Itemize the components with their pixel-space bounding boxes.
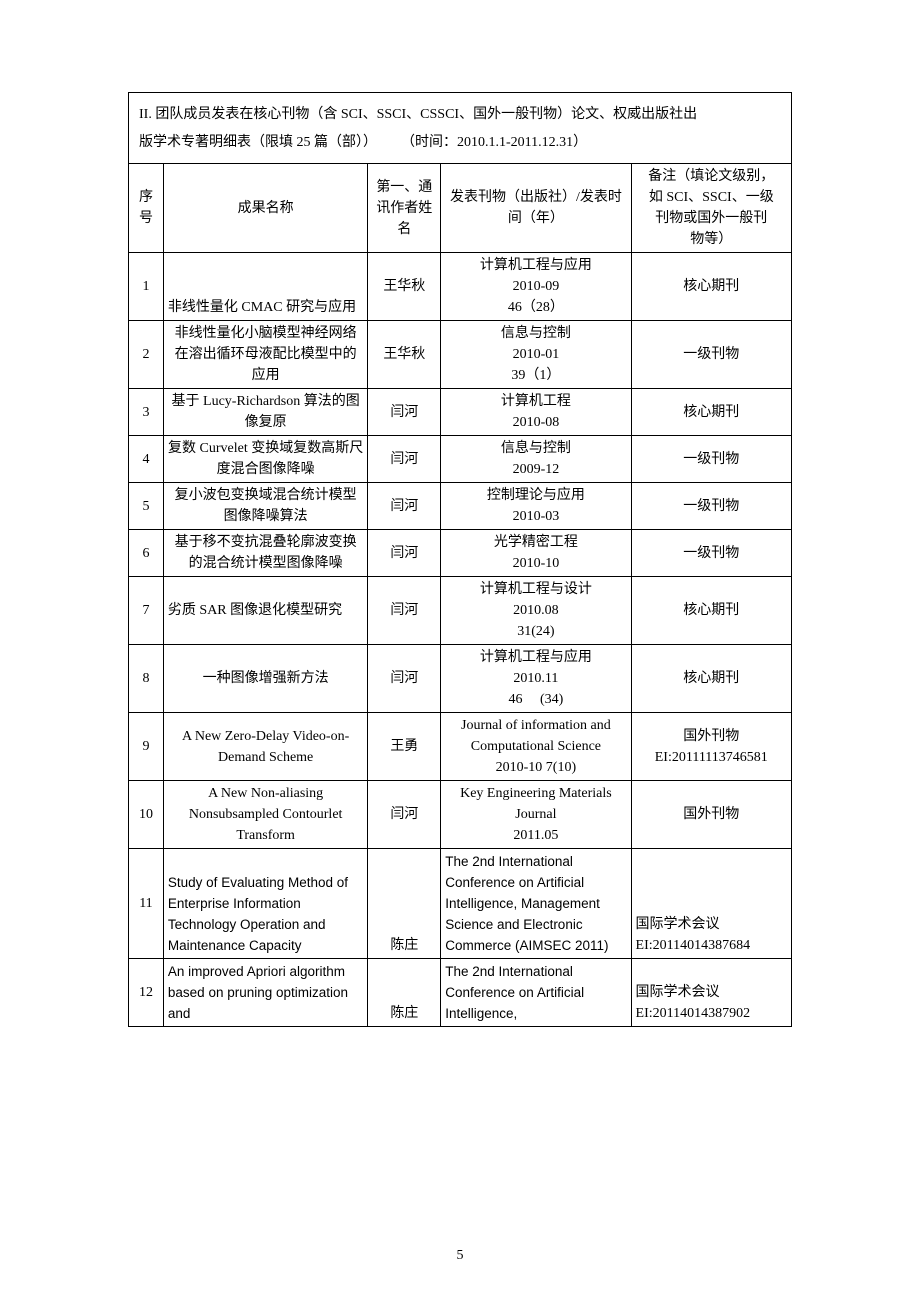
table-row: 9 A New Zero-Delay Video-on-Demand Schem… xyxy=(129,713,791,781)
table-row: 3 基于 Lucy-Richardson 算法的图像复原 闫河 计算机工程201… xyxy=(129,389,791,436)
table-row: 6 基于移不变抗混叠轮廓波变换的混合统计模型图像降噪 闫河 光学精密工程2010… xyxy=(129,530,791,577)
header-index: 序号 xyxy=(129,164,163,253)
table-row: 4 复数 Curvelet 变换域复数高斯尺度混合图像降噪 闫河 信息与控制20… xyxy=(129,436,791,483)
header-name: 成果名称 xyxy=(163,164,367,253)
document-table-container: II. 团队成员发表在核心刊物（含 SCI、SSCI、CSSCI、国外一般刊物）… xyxy=(128,92,792,1027)
header-publication: 发表刊物（出版社）/发表时间（年） xyxy=(441,164,631,253)
table-row: 7 劣质 SAR 图像退化模型研究 闫河 计算机工程与设计2010.0831(2… xyxy=(129,577,791,645)
publications-table: 序号 成果名称 第一、通讯作者姓名 发表刊物（出版社）/发表时间（年） 备注（填… xyxy=(129,164,791,1026)
page-number: 5 xyxy=(0,1248,920,1264)
table-row: 10 A New Non-aliasing Nonsubsampled Cont… xyxy=(129,781,791,849)
table-row: 12 An improved Apriori algorithm based o… xyxy=(129,959,791,1027)
table-row: 8 一种图像增强新方法 闫河 计算机工程与应用2010.1146 (34) 核心… xyxy=(129,645,791,713)
title-line-2: 版学术专著明细表（限填 25 篇（部））（时间：2010.1.1-2011.12… xyxy=(139,129,781,157)
table-row: 2 非线性量化小脑模型神经网络在溶出循环母液配比模型中的应用 王华秋 信息与控制… xyxy=(129,321,791,389)
header-author: 第一、通讯作者姓名 xyxy=(368,164,441,253)
table-title-row: II. 团队成员发表在核心刊物（含 SCI、SSCI、CSSCI、国外一般刊物）… xyxy=(129,93,791,164)
table-row: 5 复小波包变换域混合统计模型图像降噪算法 闫河 控制理论与应用2010-03 … xyxy=(129,483,791,530)
table-row: 11 Study of Evaluating Method of Enterpr… xyxy=(129,849,791,959)
header-note: 备注（填论文级别， 如 SCI、SSCI、一级 刊物或国外一般刊 物等） xyxy=(631,164,791,253)
title-line-1: II. 团队成员发表在核心刊物（含 SCI、SSCI、CSSCI、国外一般刊物）… xyxy=(139,101,781,129)
table-row: 1 非线性量化 CMAC 研究与应用 王华秋 计算机工程与应用2010-0946… xyxy=(129,253,791,321)
table-header-row: 序号 成果名称 第一、通讯作者姓名 发表刊物（出版社）/发表时间（年） 备注（填… xyxy=(129,164,791,253)
